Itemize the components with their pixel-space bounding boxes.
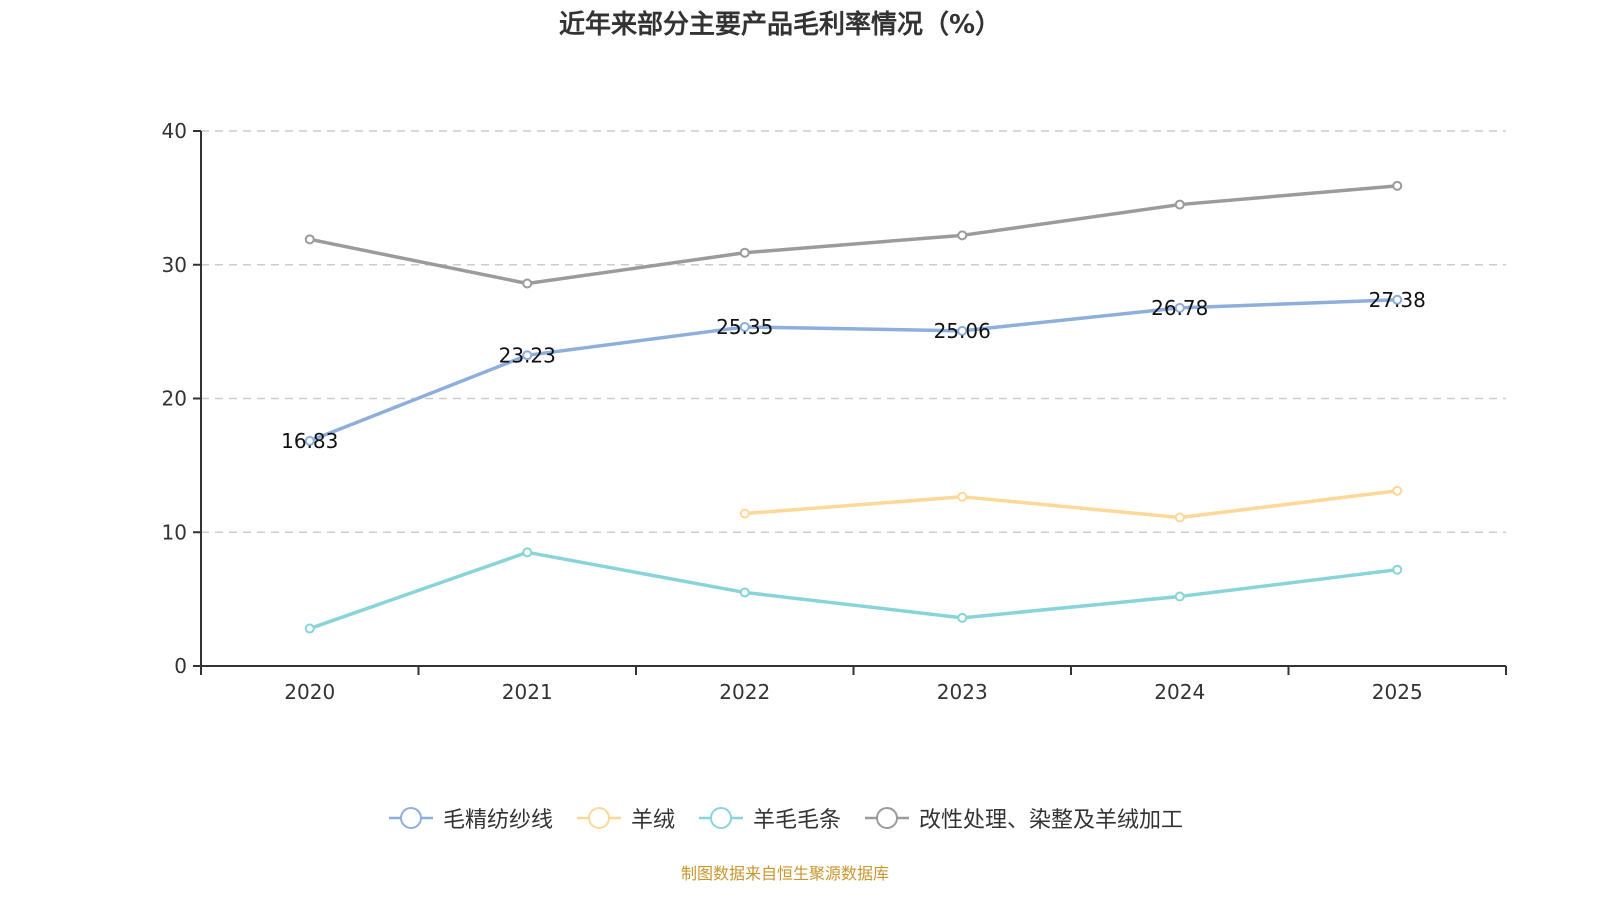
- data-point: [304, 435, 315, 446]
- legend-item[interactable]: 毛精纺纱线: [387, 802, 553, 834]
- x-tick-label: 2023: [937, 680, 988, 704]
- series-line-3: [309, 184, 1398, 286]
- data-label: 27.38: [1369, 288, 1426, 312]
- y-tick-label: 20: [162, 387, 187, 411]
- data-point: [1392, 564, 1403, 575]
- series-points: [304, 180, 1403, 634]
- chart-title: 近年来部分主要产品毛利率情况（%）: [558, 10, 1002, 40]
- series-line-2: [309, 550, 1398, 631]
- data-point: [1392, 294, 1403, 305]
- legend-item[interactable]: 羊毛毛条: [697, 802, 841, 834]
- y-tick-label: 30: [162, 253, 187, 277]
- legend-item[interactable]: 改性处理、染整及羊绒加工: [863, 802, 1183, 834]
- data-point: [739, 247, 750, 258]
- data-point: [957, 325, 968, 336]
- data-point: [1174, 591, 1185, 602]
- data-label: 26.78: [1151, 296, 1208, 320]
- series-line-0: [309, 298, 1398, 443]
- data-label: 25.06: [934, 319, 991, 343]
- legend-label: 毛精纺纱线: [442, 808, 553, 833]
- legend-line-circle-icon: [699, 807, 743, 829]
- plot-area: 0 10 20 30 40 2020 2021 2022 2023 2024 2025 16.83 2…: [162, 119, 1507, 704]
- data-point: [522, 350, 533, 361]
- x-tick-label: 2022: [719, 680, 770, 704]
- x-tick-label: 2025: [1372, 680, 1423, 704]
- legend-item[interactable]: 羊绒: [575, 802, 675, 834]
- data-label: 25.35: [716, 315, 773, 339]
- data-label: 16.83: [281, 429, 338, 453]
- data-point: [1392, 180, 1403, 191]
- data-labels: 16.83 23.23 25.35 25.06 26.78 27.38: [281, 288, 1426, 453]
- data-point: [1174, 512, 1185, 523]
- legend: 毛精纺纱线 羊绒 羊毛毛条 改性处理、染整及羊绒加工: [0, 802, 1570, 834]
- x-tick-label: 2024: [1154, 680, 1205, 704]
- legend-label: 羊毛毛条: [753, 808, 842, 833]
- legend-label: 改性处理、染整及羊绒加工: [919, 808, 1184, 833]
- legend-line-circle-icon: [576, 807, 621, 829]
- data-point: [739, 508, 750, 519]
- series-line-1: [744, 489, 1398, 520]
- data-point: [957, 230, 968, 241]
- x-tick-label: 2020: [284, 680, 335, 704]
- gridlines: [201, 130, 1506, 533]
- data-point: [1174, 302, 1185, 313]
- data-point: [522, 547, 533, 558]
- x-tick-label: 2021: [502, 680, 553, 704]
- data-point: [304, 623, 315, 634]
- data-point: [957, 612, 968, 623]
- source-note: 制图数据来自恒生聚源数据库: [680, 864, 889, 883]
- legend-line-circle-icon: [388, 807, 433, 829]
- data-point: [304, 234, 315, 245]
- legend-line-circle-icon: [865, 807, 910, 829]
- data-point: [739, 587, 750, 598]
- data-label: 23.23: [499, 343, 556, 367]
- y-tick-label: 40: [162, 119, 187, 143]
- y-tick-label: 0: [174, 654, 187, 678]
- series-lines: [309, 184, 1398, 631]
- data-point: [957, 491, 968, 502]
- data-point: [1392, 485, 1403, 496]
- legend-label: 羊绒: [630, 808, 675, 833]
- data-point: [739, 321, 750, 332]
- axes: 0 10 20 30 40 2020 2021 2022 2023 2024 2025: [162, 119, 1507, 704]
- y-tick-label: 10: [162, 520, 187, 544]
- data-point: [1174, 199, 1185, 210]
- data-point: [522, 278, 533, 289]
